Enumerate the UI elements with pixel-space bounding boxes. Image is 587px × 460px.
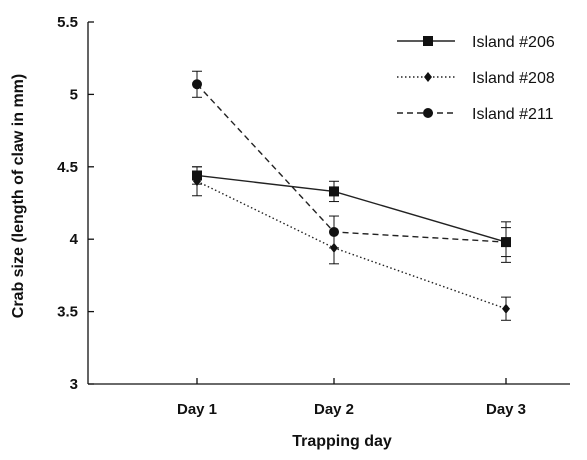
y-tick-label: 5.5 — [57, 14, 78, 31]
data-point — [329, 186, 339, 197]
legend-item-3: Island #211 — [397, 106, 554, 123]
legend-label: Island #208 — [472, 70, 555, 87]
legend-item-2: Island #208 — [397, 70, 555, 87]
data-point — [329, 226, 339, 237]
y-tick-label: 4.5 — [57, 159, 78, 176]
series-line — [196, 174, 507, 243]
series-line — [196, 83, 507, 243]
y-tick-label: 3.5 — [57, 304, 78, 321]
data-point — [501, 237, 511, 248]
chart-legend: Island #206 Island #208 Island #211 — [397, 34, 555, 123]
chart-axes: 3 3.5 4 4.5 5 5.5 Day 1 Day 2 Day 3 — [57, 14, 570, 418]
x-tick-label: Day 3 — [486, 401, 526, 418]
series-line — [196, 180, 507, 310]
data-point — [502, 303, 510, 314]
data-point — [193, 176, 201, 187]
y-tick-label: 5 — [70, 86, 78, 103]
legend-marker — [424, 72, 432, 82]
x-axis-title: Trapping day — [292, 433, 392, 450]
legend-marker — [423, 36, 433, 46]
data-point — [192, 79, 202, 90]
x-tick-label: Day 2 — [314, 401, 354, 418]
y-tick-label: 4 — [70, 231, 79, 248]
series-3 — [192, 70, 511, 258]
legend-item-1: Island #206 — [397, 34, 555, 51]
chart-series — [192, 70, 511, 321]
x-tick-label: Day 1 — [177, 401, 217, 418]
legend-label: Island #206 — [472, 34, 555, 51]
series-2 — [192, 166, 511, 321]
legend-marker — [423, 108, 433, 118]
y-tick-label: 3 — [70, 376, 78, 393]
series-1 — [192, 166, 511, 263]
legend-label: Island #211 — [472, 106, 554, 123]
y-axis-title: Crab size (length of claw in mm) — [10, 74, 27, 318]
